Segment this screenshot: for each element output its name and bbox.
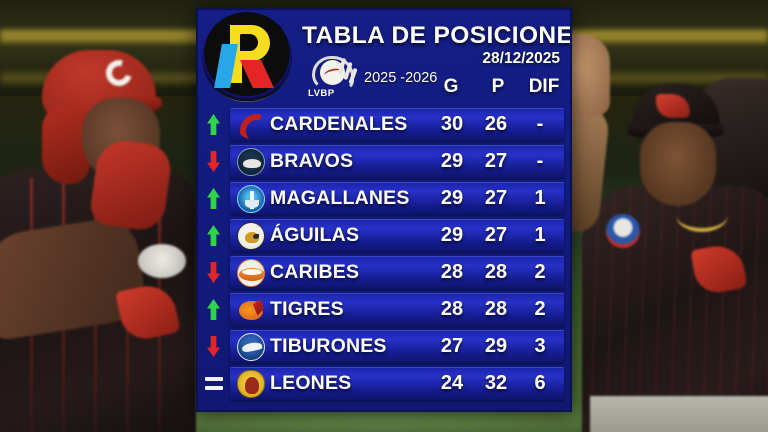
trend-indicator (198, 365, 230, 402)
arrow-down-icon (207, 262, 220, 283)
team-name: MAGALLANES (270, 187, 410, 209)
trend-indicator (198, 106, 230, 143)
team-diff: 1 (534, 187, 546, 209)
team-losses: 27 (484, 150, 508, 172)
team-diff: 3 (534, 335, 546, 357)
standings-panel: TABLA DE POSICIONES 28/12/2025 LVBP 2025… (196, 8, 572, 412)
player-left-celebrating (0, 28, 200, 432)
aguilas-logo-icon (237, 221, 265, 250)
team-losses: 27 (484, 187, 508, 209)
team-name: BRAVOS (270, 150, 354, 172)
table-row[interactable]: MAGALLANES 29 27 1 (198, 180, 570, 217)
trend-indicator (198, 143, 230, 180)
team-losses: 26 (484, 113, 508, 135)
team-logo (234, 258, 268, 288)
bravos-logo-icon (237, 147, 265, 176)
arrow-up-icon (207, 114, 220, 135)
column-header-losses: P (491, 76, 505, 97)
column-header-diff: DIF (528, 76, 560, 97)
arrow-up-icon (207, 188, 220, 209)
team-wins: 29 (440, 187, 464, 209)
team-name: CARIBES (270, 261, 360, 283)
team-wins: 28 (440, 298, 464, 320)
team-wins: 28 (440, 261, 464, 283)
team-logo (234, 332, 268, 362)
table-row[interactable]: LEONES 24 32 6 (198, 365, 570, 402)
table-row[interactable]: ÁGUILAS 29 27 1 (198, 217, 570, 254)
team-losses: 29 (484, 335, 508, 357)
arrow-down-icon (207, 336, 220, 357)
arrow-up-icon (207, 299, 220, 320)
team-logo (234, 147, 268, 177)
table-row[interactable]: CARDENALES 30 26 - (198, 106, 570, 143)
trend-indicator (198, 328, 230, 365)
season-label: 2025 -2026 (364, 70, 438, 86)
page-title: TABLA DE POSICIONES (302, 22, 572, 49)
team-losses: 28 (484, 298, 508, 320)
team-losses: 27 (484, 224, 508, 246)
team-name: LEONES (270, 372, 352, 394)
team-name: CARDENALES (270, 113, 408, 135)
channel-r-logo-icon (202, 12, 292, 102)
tiburones-logo-icon (237, 332, 265, 361)
trend-indicator (198, 254, 230, 291)
team-diff: 2 (534, 261, 546, 283)
team-logo (234, 184, 268, 214)
lvbp-label: LVBP (308, 88, 335, 99)
team-diff: 2 (534, 298, 546, 320)
table-row[interactable]: TIBURONES 27 29 3 (198, 328, 570, 365)
team-diff: - (536, 113, 544, 135)
team-wins: 29 (440, 224, 464, 246)
standings-header: TABLA DE POSICIONES 28/12/2025 LVBP 2025… (198, 10, 570, 106)
team-logo (234, 295, 268, 325)
team-diff: 6 (534, 372, 546, 394)
lvbp-league-logo-icon: LVBP (306, 56, 358, 102)
equals-icon (205, 377, 223, 390)
team-diff: 1 (534, 224, 546, 246)
trend-indicator (198, 291, 230, 328)
team-logo (234, 221, 268, 251)
team-name: ÁGUILAS (270, 224, 360, 246)
table-row[interactable]: CARIBES 28 28 2 (198, 254, 570, 291)
leones-logo-icon (237, 369, 265, 398)
tigres-logo-icon (237, 296, 265, 324)
standings-rows: CARDENALES 30 26 - BRAVOS 29 27 - MAGALL… (198, 106, 570, 402)
team-diff: - (536, 150, 544, 172)
arrow-up-icon (207, 225, 220, 246)
team-wins: 30 (440, 113, 464, 135)
caribes-logo-icon (237, 258, 265, 287)
trend-indicator (198, 180, 230, 217)
team-name: TIGRES (270, 298, 344, 320)
team-logo (234, 110, 268, 140)
arrow-down-icon (207, 151, 220, 172)
table-row[interactable]: BRAVOS 29 27 - (198, 143, 570, 180)
team-wins: 27 (440, 335, 464, 357)
team-wins: 24 (440, 372, 464, 394)
team-wins: 29 (440, 150, 464, 172)
team-losses: 32 (484, 372, 508, 394)
trend-indicator (198, 217, 230, 254)
table-row[interactable]: TIGRES 28 28 2 (198, 291, 570, 328)
standings-date: 28/12/2025 (482, 50, 560, 67)
column-header-wins: G (443, 76, 459, 97)
team-losses: 28 (484, 261, 508, 283)
team-logo (234, 369, 268, 399)
magallanes-logo-icon (237, 184, 265, 213)
cardenales-logo-icon (237, 111, 265, 139)
team-name: TIBURONES (270, 335, 387, 357)
player-right-waving (543, 18, 768, 432)
